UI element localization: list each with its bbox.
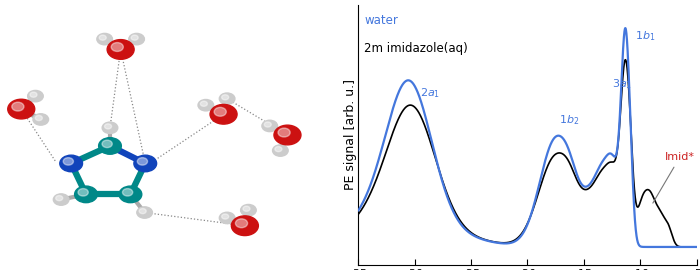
Circle shape — [63, 158, 74, 165]
Circle shape — [200, 101, 207, 106]
Circle shape — [122, 188, 133, 196]
Circle shape — [75, 186, 97, 203]
Text: $1b_1$: $1b_1$ — [634, 29, 655, 43]
Circle shape — [262, 120, 277, 132]
Circle shape — [97, 33, 113, 45]
Circle shape — [27, 90, 43, 102]
Circle shape — [275, 147, 282, 152]
Circle shape — [235, 219, 248, 228]
Circle shape — [104, 124, 111, 129]
Circle shape — [274, 125, 301, 145]
Circle shape — [78, 188, 88, 196]
Circle shape — [119, 186, 142, 203]
Circle shape — [60, 155, 83, 172]
Text: Imid*: Imid* — [653, 152, 695, 203]
Circle shape — [111, 43, 123, 51]
Text: 2m imidazole(aq): 2m imidazole(aq) — [364, 42, 468, 55]
Circle shape — [99, 138, 121, 154]
Circle shape — [35, 116, 42, 121]
Circle shape — [30, 92, 37, 97]
Circle shape — [102, 122, 118, 133]
Circle shape — [214, 107, 226, 116]
Circle shape — [136, 207, 153, 218]
Circle shape — [264, 122, 272, 127]
Circle shape — [198, 99, 214, 111]
Circle shape — [134, 155, 157, 172]
Circle shape — [210, 104, 237, 124]
Circle shape — [12, 102, 24, 111]
Circle shape — [99, 35, 106, 40]
Circle shape — [33, 114, 48, 125]
Circle shape — [272, 145, 288, 156]
Text: water: water — [364, 15, 398, 28]
Circle shape — [129, 33, 144, 45]
Circle shape — [139, 208, 146, 214]
Circle shape — [222, 95, 229, 100]
Circle shape — [241, 204, 256, 216]
Circle shape — [222, 214, 229, 219]
Circle shape — [137, 158, 148, 165]
Circle shape — [232, 216, 258, 235]
Circle shape — [53, 194, 69, 205]
Circle shape — [219, 212, 235, 224]
Circle shape — [107, 40, 134, 59]
Circle shape — [131, 35, 138, 40]
Circle shape — [56, 195, 63, 201]
Text: $3a_1$: $3a_1$ — [612, 77, 632, 91]
Circle shape — [278, 128, 290, 137]
Text: $2a_1$: $2a_1$ — [421, 86, 440, 100]
Circle shape — [243, 206, 250, 211]
Y-axis label: PE signal [arb. u.]: PE signal [arb. u.] — [344, 79, 357, 191]
Circle shape — [102, 140, 112, 148]
Text: $1b_2$: $1b_2$ — [559, 114, 580, 127]
Circle shape — [219, 93, 235, 104]
Circle shape — [8, 99, 35, 119]
